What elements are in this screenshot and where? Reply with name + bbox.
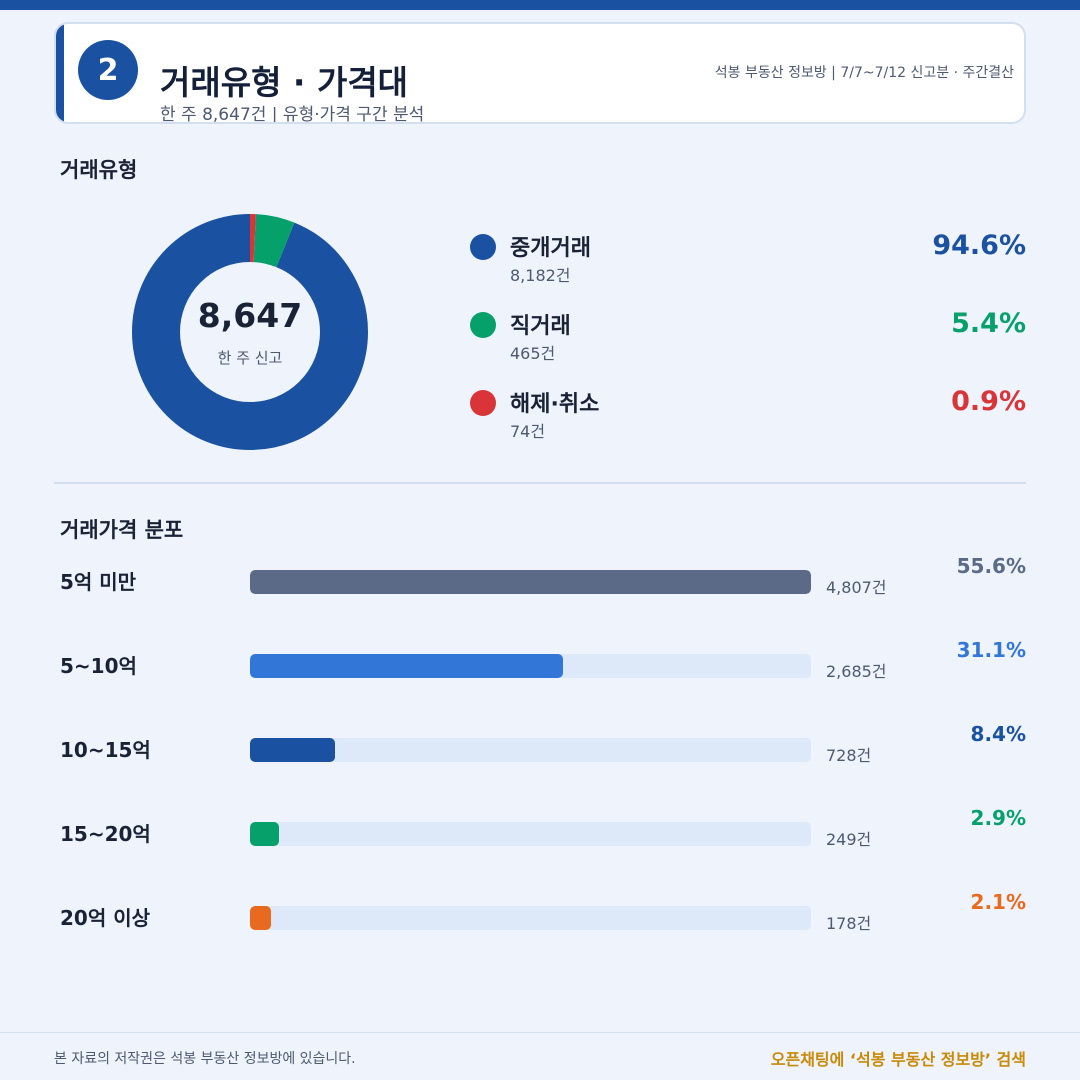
price-row-under-5: 5억 미만 4,807건 55.6% bbox=[0, 554, 1080, 606]
legend-percent: 94.6% bbox=[932, 230, 1026, 261]
donut-slice bbox=[132, 214, 368, 450]
legend-dot bbox=[470, 390, 496, 416]
legend-count: 74건 bbox=[510, 422, 546, 441]
header-accent-stripe bbox=[56, 24, 64, 122]
bar-category-label: 5억 미만 bbox=[60, 570, 137, 594]
price-row-5-10: 5~10억 2,685건 31.1% bbox=[0, 638, 1080, 690]
bar-percent-label: 2.1% bbox=[970, 890, 1026, 914]
bar-percent-label: 8.4% bbox=[970, 722, 1026, 746]
bar-category-label: 15~20억 bbox=[60, 822, 151, 846]
bar-track bbox=[250, 738, 811, 762]
legend-count: 465건 bbox=[510, 344, 556, 363]
price-row-over-20: 20억 이상 178건 2.1% bbox=[0, 890, 1080, 942]
transaction-type-title: 거래유형 bbox=[60, 158, 138, 182]
legend-item-brokered: 중개거래 8,182건 94.6% bbox=[468, 228, 1028, 288]
transaction-type-donut bbox=[132, 214, 368, 450]
footer-divider bbox=[0, 1032, 1080, 1033]
bar-count-label: 728건 bbox=[826, 746, 872, 765]
bar-category-label: 20억 이상 bbox=[60, 906, 150, 930]
header-card: 2 거래유형 · 가격대 한 주 8,647건 | 유형·가격 구간 분석 석봉… bbox=[54, 22, 1026, 124]
footer-copyright: 본 자료의 저작권은 석봉 부동산 정보방에 있습니다. bbox=[54, 1051, 356, 1067]
legend-name: 직거래 bbox=[510, 314, 571, 339]
bar-track bbox=[250, 654, 811, 678]
bar-count-label: 2,685건 bbox=[826, 662, 887, 681]
section-number-badge: 2 bbox=[78, 40, 138, 100]
page-subtitle: 한 주 8,647건 | 유형·가격 구간 분석 bbox=[160, 105, 425, 124]
bar-category-label: 5~10억 bbox=[60, 654, 137, 678]
bar-fill bbox=[250, 570, 811, 594]
bar-fill bbox=[250, 822, 280, 846]
legend-item-cancelled: 해제·취소 74건 0.9% bbox=[468, 384, 1028, 444]
bar-fill bbox=[250, 906, 271, 930]
donut-center-caption: 한 주 신고 bbox=[217, 349, 283, 367]
bar-percent-label: 55.6% bbox=[956, 554, 1026, 578]
section-divider bbox=[54, 482, 1026, 484]
legend-percent: 5.4% bbox=[951, 308, 1026, 339]
legend-name: 중개거래 bbox=[510, 236, 591, 261]
bar-count-label: 4,807건 bbox=[826, 578, 887, 597]
bar-fill bbox=[250, 738, 335, 762]
page-title: 거래유형 · 가격대 bbox=[160, 63, 409, 102]
legend-percent: 0.9% bbox=[951, 386, 1026, 417]
bar-percent-label: 2.9% bbox=[970, 806, 1026, 830]
legend-item-direct: 직거래 465건 5.4% bbox=[468, 306, 1028, 366]
legend-name: 해제·취소 bbox=[510, 392, 600, 417]
bar-fill bbox=[250, 654, 564, 678]
footer-openchat-cta: 오픈채팅에 ‘석봉 부동산 정보방’ 검색 bbox=[770, 1050, 1026, 1069]
header-meta: 석봉 부동산 정보방 | 7/7~7/12 신고분 · 주간결산 bbox=[714, 65, 1014, 81]
price-row-15-20: 15~20억 249건 2.9% bbox=[0, 806, 1080, 858]
donut-center-total: 8,647 bbox=[197, 296, 303, 335]
bar-count-label: 178건 bbox=[826, 914, 872, 933]
bar-track bbox=[250, 906, 811, 930]
bar-category-label: 10~15억 bbox=[60, 738, 151, 762]
legend-dot bbox=[470, 312, 496, 338]
bar-count-label: 249건 bbox=[826, 830, 872, 849]
bar-track bbox=[250, 570, 811, 594]
bar-percent-label: 31.1% bbox=[956, 638, 1026, 662]
legend-dot bbox=[470, 234, 496, 260]
price-row-10-15: 10~15억 728건 8.4% bbox=[0, 722, 1080, 774]
top-accent-bar bbox=[0, 0, 1080, 10]
price-distribution-title: 거래가격 분포 bbox=[60, 518, 184, 542]
legend-count: 8,182건 bbox=[510, 266, 571, 285]
bar-track bbox=[250, 822, 811, 846]
